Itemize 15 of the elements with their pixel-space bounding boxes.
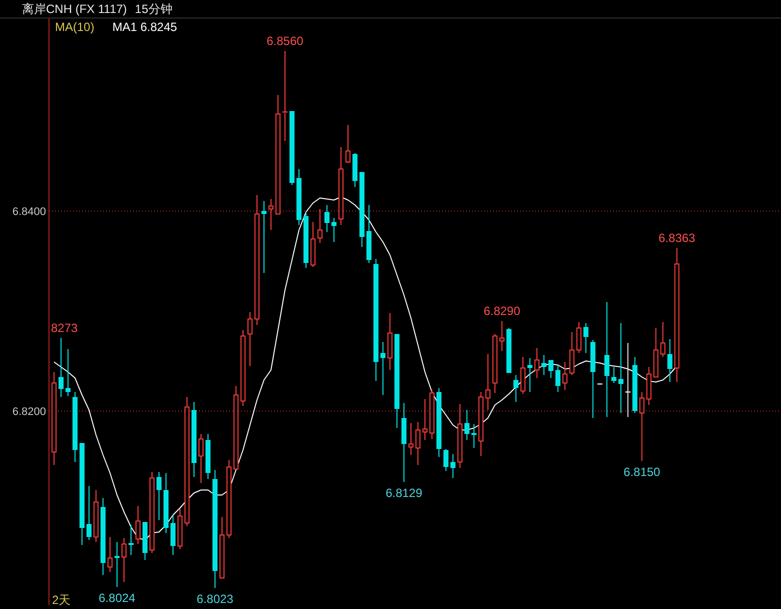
annotation: 6.8560: [266, 34, 304, 48]
legend-title: MA(10): [55, 20, 94, 34]
annotation: 6.8129: [386, 486, 423, 500]
annotation: 6.8150: [624, 465, 661, 479]
annotation: 8273: [51, 321, 78, 335]
chart-title: 离岸CNH (FX 1117): [22, 2, 127, 16]
annotation: 6.8363: [658, 231, 696, 245]
y-tick-label: 6.8400: [12, 206, 46, 218]
annotation: 6.8290: [484, 304, 521, 318]
chart-subtitle: 15分钟: [134, 2, 172, 16]
annotation: 6.8024: [98, 591, 136, 605]
y-tick-label: 6.8200: [12, 406, 46, 418]
annotation: 2天: [52, 593, 71, 607]
annotation: 6.8023: [196, 592, 234, 606]
text: MA1 6.8245: [112, 20, 178, 34]
